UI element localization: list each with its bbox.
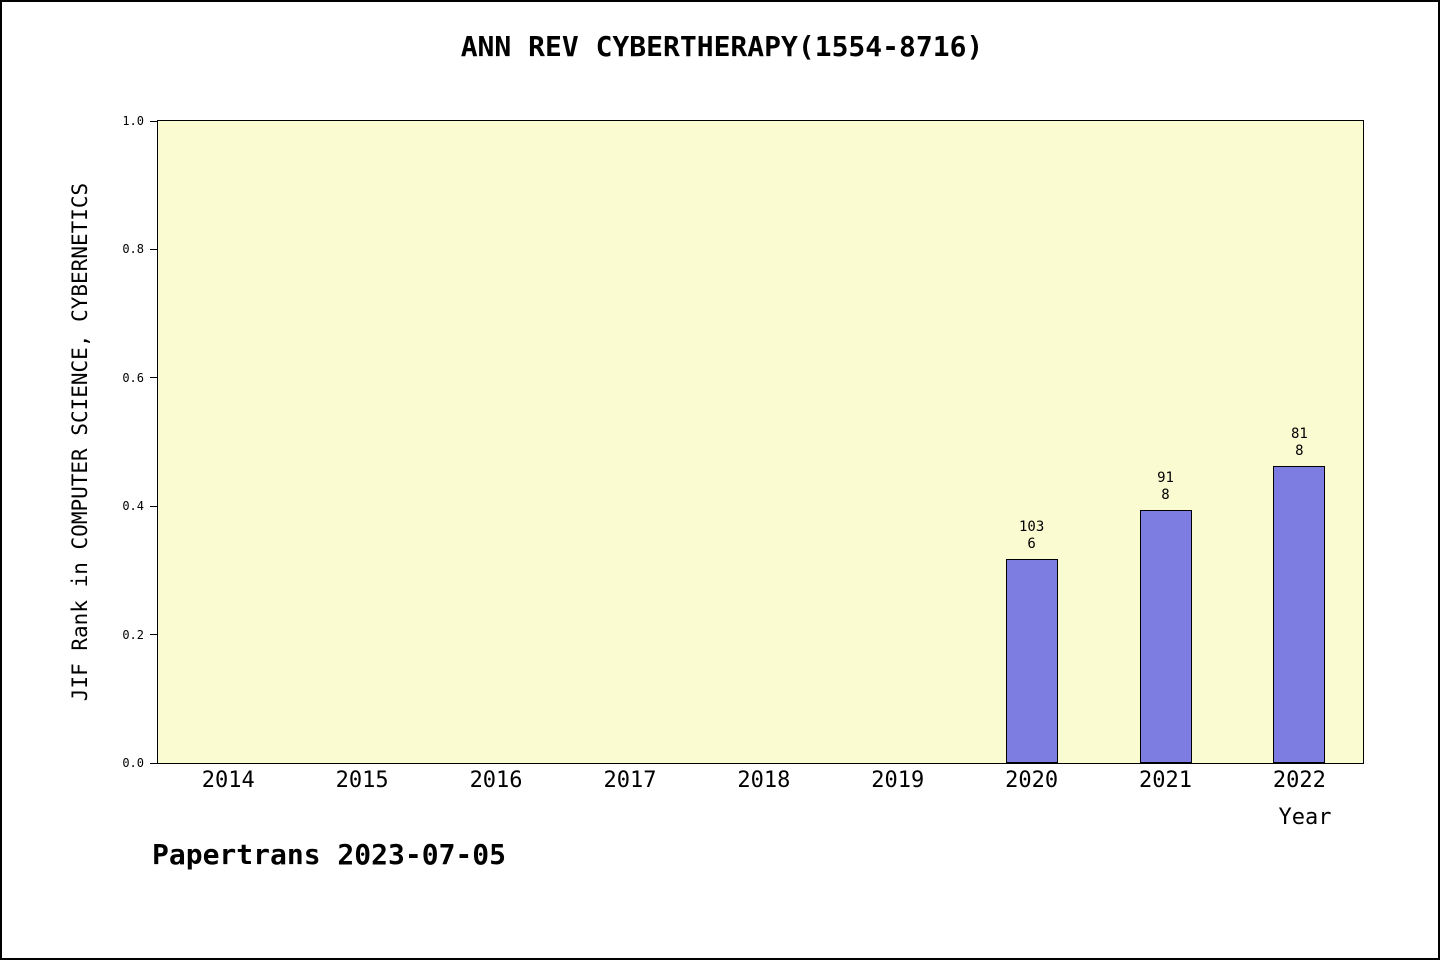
y-tick-label: 0.2 <box>122 627 144 642</box>
x-tick-label: 2021 <box>1139 768 1192 793</box>
plot-area: 0.0 0.2 0.4 0.6 0.8 1.0 2014 2015 2016 2017 2018 20… <box>68 115 1364 830</box>
y-tick-mark <box>150 505 157 507</box>
bar-value-label: 81 8 <box>1290 425 1308 459</box>
y-tick-label: 0.0 <box>122 756 144 770</box>
y-tick-label: 1.0 <box>122 114 144 128</box>
y-tick-mark <box>150 377 157 379</box>
y-tick-mark <box>150 634 157 636</box>
x-tick-label: 2016 <box>469 768 523 793</box>
y-tick-mark <box>150 248 157 250</box>
y-tick-mark <box>150 762 157 764</box>
bar <box>1139 510 1192 763</box>
bar-value-label: 103 6 <box>1018 518 1045 552</box>
x-tick-label: 2020 <box>1005 768 1059 793</box>
x-tick-label: 2019 <box>871 768 925 793</box>
x-tick-label: 2014 <box>201 768 255 793</box>
footer-watermark: Papertrans 2023-07-05 <box>152 838 507 871</box>
bar <box>1273 465 1326 763</box>
y-tick-label: 0.4 <box>122 499 144 514</box>
y-tick-label: 0.6 <box>122 370 144 385</box>
x-tick-label: 2015 <box>335 768 389 793</box>
bar <box>1005 558 1058 763</box>
x-tick-label: 2018 <box>737 768 791 793</box>
chart-title: ANN REV CYBERTHERAPY(1554-8716) <box>460 30 984 63</box>
y-tick-label: 0.8 <box>122 242 144 257</box>
x-axis-label: Year <box>1278 805 1332 830</box>
y-axis-label: JIF Rank in COMPUTER SCIENCE, CYBERNETIC… <box>68 182 92 702</box>
x-tick-label: 2017 <box>603 768 657 793</box>
y-tick-mark <box>150 120 157 122</box>
x-tick-label: 2022 <box>1272 768 1326 793</box>
bar-value-label: 91 8 <box>1157 470 1174 504</box>
